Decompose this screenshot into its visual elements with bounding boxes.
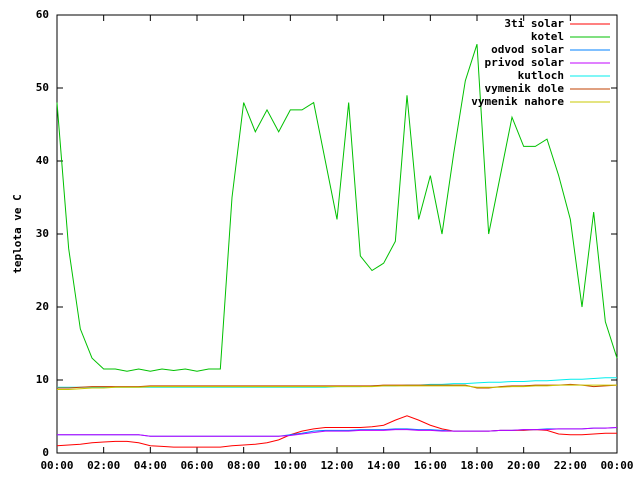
series-line — [56, 44, 618, 372]
legend-label: privod solar — [485, 56, 565, 69]
x-tick-label: 00:00 — [600, 459, 633, 472]
x-tick-label: 08:00 — [227, 459, 260, 472]
series-line — [57, 426, 618, 437]
legend-label: odvod solar — [491, 43, 564, 56]
legend-label: 3ti solar — [504, 17, 564, 30]
y-tick-label: 30 — [36, 227, 49, 240]
x-tick-label: 10:00 — [274, 459, 307, 472]
series-line — [56, 415, 617, 448]
x-tick-label: 02:00 — [87, 459, 120, 472]
y-tick-label: 50 — [36, 81, 49, 94]
x-tick-label: 06:00 — [180, 459, 213, 472]
legend-label: kotel — [531, 30, 564, 43]
legend-label: vymenik nahore — [471, 95, 564, 108]
series-line — [57, 383, 618, 389]
x-tick-label: 20:00 — [507, 459, 540, 472]
y-axis-label: teplota ve C — [11, 194, 24, 273]
y-tick-label: 40 — [36, 154, 49, 167]
y-tick-label: 10 — [36, 373, 49, 386]
x-tick-label: 04:00 — [134, 459, 167, 472]
y-tick-label: 0 — [42, 446, 49, 459]
y-tick-label: 60 — [36, 8, 49, 21]
x-tick-label: 22:00 — [554, 459, 587, 472]
x-tick-label: 16:00 — [414, 459, 447, 472]
legend-label: kutloch — [518, 69, 564, 82]
y-tick-label: 20 — [36, 300, 49, 313]
x-tick-label: 18:00 — [460, 459, 493, 472]
x-tick-label: 12:00 — [320, 459, 353, 472]
legend-label: vymenik dole — [485, 82, 565, 95]
series-line — [57, 384, 617, 390]
x-tick-label: 00:00 — [40, 459, 73, 472]
x-tick-label: 14:00 — [367, 459, 400, 472]
